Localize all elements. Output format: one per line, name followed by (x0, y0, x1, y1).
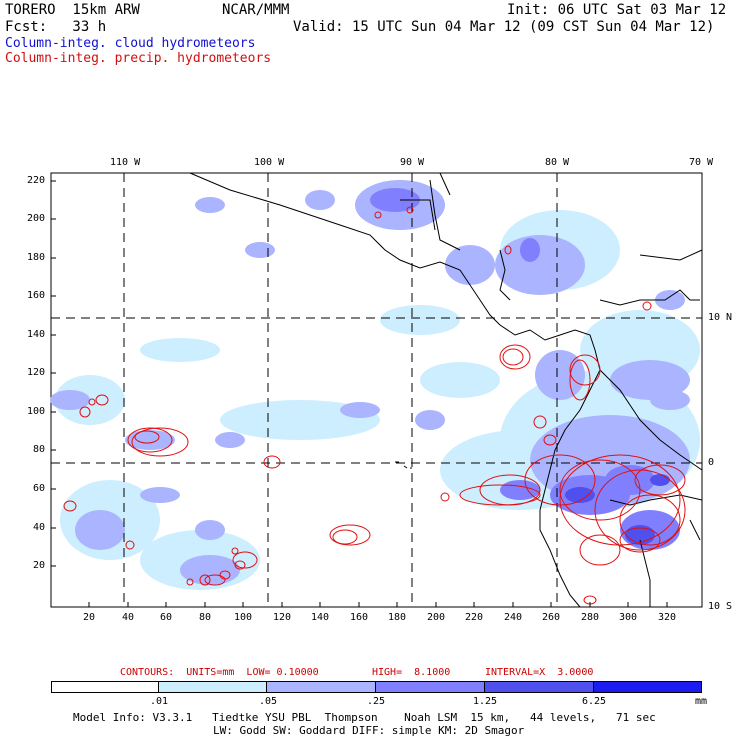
lon-label-110w: 110 W (110, 157, 141, 168)
model-info-line1: Model Info: V3.3.1 Tiedtke YSU PBL Thomp… (73, 711, 656, 724)
valid-time: Valid: 15 UTC Sun 04 Mar 12 (09 CST Sun … (293, 19, 715, 35)
x-tick-label: 80 (199, 612, 212, 623)
coastlines (189, 172, 703, 608)
x-ticks (88, 602, 668, 607)
x-tick-label: 60 (160, 612, 173, 623)
contour-high: HIGH= 8.1000 (372, 667, 451, 678)
color-bin (51, 681, 159, 693)
y-tick-label: 60 (33, 483, 46, 494)
y-ticks (51, 180, 56, 567)
lat-lon-grid (51, 173, 702, 607)
forecast-hour: Fcst: 33 h (5, 19, 107, 35)
center-name: NCAR/MMM (222, 2, 290, 18)
y-tick-label: 220 (27, 175, 46, 186)
x-tick-label: 120 (273, 612, 292, 623)
y-tick-label: 180 (27, 252, 46, 263)
y-tick-label: 80 (33, 444, 46, 455)
color-bin (158, 681, 267, 693)
color-bin (266, 681, 376, 693)
lon-label-80w: 80 W (545, 157, 570, 168)
x-tick-label: 160 (350, 612, 369, 623)
x-tick-label: 320 (658, 612, 677, 623)
y-tick-label: 40 (33, 522, 46, 533)
y-tick-label: 200 (27, 213, 46, 224)
x-tick-label: 140 (311, 612, 330, 623)
y-tick-label: 160 (27, 290, 46, 301)
y-tick-label: 140 (27, 329, 46, 340)
x-tick-label: 300 (619, 612, 638, 623)
x-tick-label: 200 (427, 612, 446, 623)
lon-label-100w: 100 W (254, 157, 285, 168)
y-tick-label: 20 (33, 560, 46, 571)
field-cloud-label: Column-integ. cloud hydrometeors (5, 36, 256, 51)
colorbar-label: 6.25 (582, 696, 607, 707)
lat-label-10s: 10 S (708, 601, 733, 612)
lat-label-10n: 10 N (708, 312, 733, 323)
x-tick-label: 180 (388, 612, 407, 623)
x-tick-label: 220 (465, 612, 484, 623)
contour-units-low: CONTOURS: UNITS=mm LOW= 0.10000 (120, 667, 319, 678)
x-tick-label: 260 (542, 612, 561, 623)
field-precip-label: Column-integ. precip. hydrometeors (5, 51, 272, 66)
colorbar-label: 1.25 (473, 696, 498, 707)
color-bin (375, 681, 485, 693)
contour-interval: INTERVAL=X 3.0000 (485, 667, 594, 678)
colorbar-label: .01 (150, 696, 169, 707)
y-tick-label: 100 (27, 406, 46, 417)
init-time: Init: 06 UTC Sat 03 Mar 12 (507, 2, 727, 18)
x-tick-label: 40 (122, 612, 135, 623)
lon-label-70w: 70 W (689, 157, 714, 168)
colorbar-unit: mm (695, 696, 708, 707)
x-tick-label: 280 (581, 612, 600, 623)
y-tick-label: 120 (27, 367, 46, 378)
x-tick-label: 20 (83, 612, 96, 623)
color-bin (484, 681, 594, 693)
x-tick-label: 100 (234, 612, 253, 623)
x-tick-label: 240 (504, 612, 523, 623)
model-info-line2: LW: Godd SW: Goddard DIFF: simple KM: 2D… (213, 724, 525, 737)
lon-label-90w: 90 W (400, 157, 425, 168)
cloud-hydrometeor-shading (50, 180, 700, 590)
color-bin (593, 681, 702, 693)
model-title: TORERO 15km ARW (5, 2, 140, 18)
colorbar-label: .05 (259, 696, 278, 707)
lat-label-0: 0 (708, 457, 715, 468)
colorbar-label: .25 (367, 696, 386, 707)
